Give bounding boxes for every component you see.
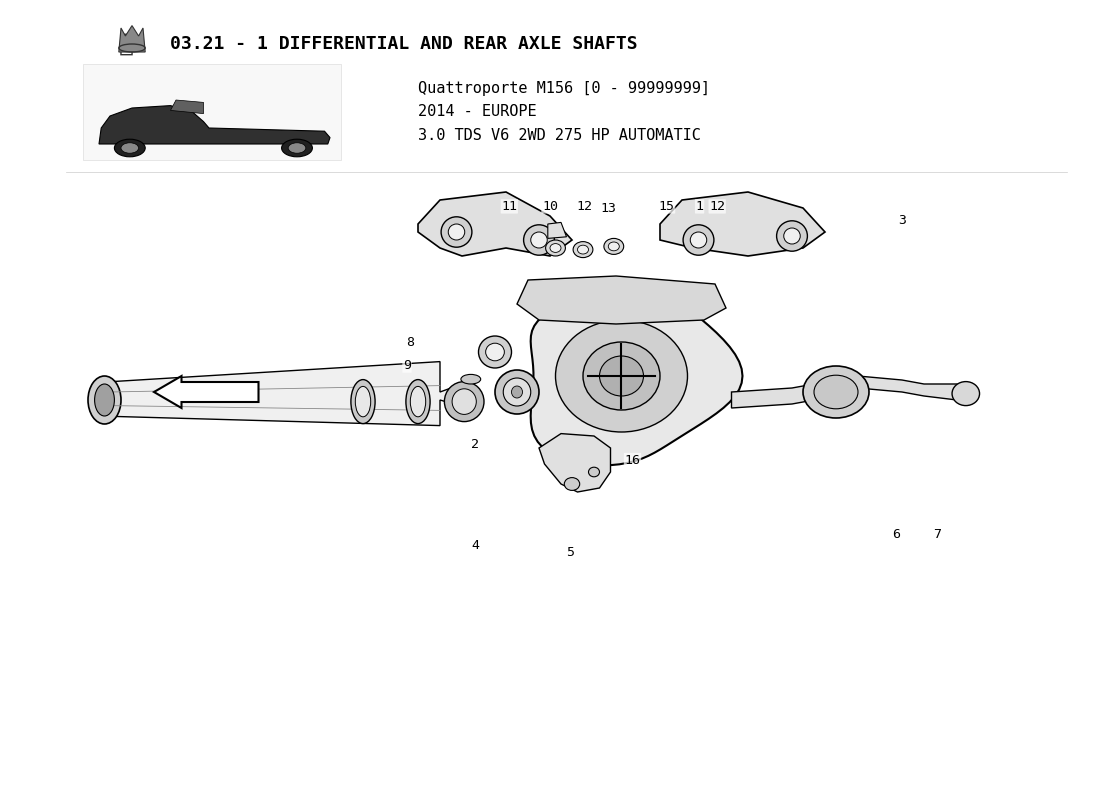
Text: 16: 16	[625, 454, 640, 466]
Text: 5: 5	[565, 546, 574, 558]
Polygon shape	[732, 376, 968, 408]
Ellipse shape	[578, 245, 588, 254]
FancyArrow shape	[154, 376, 258, 408]
Ellipse shape	[444, 382, 484, 422]
Ellipse shape	[355, 386, 371, 417]
Polygon shape	[660, 192, 825, 256]
Text: 9: 9	[403, 359, 411, 372]
Ellipse shape	[803, 366, 869, 418]
Text: 13: 13	[601, 202, 616, 214]
Ellipse shape	[88, 376, 121, 424]
Ellipse shape	[530, 232, 548, 248]
Text: 12: 12	[710, 200, 725, 213]
Text: 03.21 - 1 DIFFERENTIAL AND REAR AXLE SHAFTS: 03.21 - 1 DIFFERENTIAL AND REAR AXLE SHA…	[170, 35, 638, 53]
Ellipse shape	[114, 139, 145, 157]
Polygon shape	[548, 222, 566, 238]
Ellipse shape	[452, 389, 476, 414]
FancyBboxPatch shape	[82, 64, 341, 160]
Ellipse shape	[600, 356, 643, 396]
Ellipse shape	[524, 225, 554, 255]
Ellipse shape	[288, 142, 306, 154]
Polygon shape	[539, 434, 610, 492]
Text: Quattroporte M156 [0 - 99999999]: Quattroporte M156 [0 - 99999999]	[418, 81, 710, 95]
Ellipse shape	[121, 142, 139, 154]
Ellipse shape	[546, 240, 565, 256]
Polygon shape	[99, 106, 330, 144]
Text: 3.0 TDS V6 2WD 275 HP AUTOMATIC: 3.0 TDS V6 2WD 275 HP AUTOMATIC	[418, 129, 701, 143]
Ellipse shape	[478, 336, 512, 368]
Text: 12: 12	[576, 200, 592, 213]
Ellipse shape	[783, 228, 801, 244]
Text: 2: 2	[471, 438, 480, 450]
Ellipse shape	[588, 467, 600, 477]
Text: 6: 6	[892, 528, 901, 541]
Ellipse shape	[486, 343, 504, 361]
Ellipse shape	[952, 382, 979, 406]
Ellipse shape	[406, 380, 430, 424]
Ellipse shape	[683, 225, 714, 255]
Ellipse shape	[512, 386, 522, 398]
Ellipse shape	[556, 320, 688, 432]
Text: 8: 8	[406, 336, 415, 349]
Ellipse shape	[608, 242, 619, 251]
Text: 2014 - EUROPE: 2014 - EUROPE	[418, 105, 537, 119]
Ellipse shape	[282, 139, 312, 157]
Text: 10: 10	[542, 200, 558, 213]
Ellipse shape	[564, 478, 580, 490]
Text: 11: 11	[502, 200, 517, 213]
Text: 3: 3	[898, 214, 906, 226]
Text: 1: 1	[695, 200, 704, 213]
Polygon shape	[418, 192, 572, 256]
Ellipse shape	[814, 375, 858, 409]
Ellipse shape	[573, 242, 593, 258]
Ellipse shape	[604, 238, 624, 254]
Text: 4: 4	[471, 539, 480, 552]
Polygon shape	[517, 276, 726, 324]
Ellipse shape	[691, 232, 706, 248]
Ellipse shape	[504, 378, 530, 406]
Ellipse shape	[95, 384, 114, 416]
Ellipse shape	[583, 342, 660, 410]
Ellipse shape	[351, 380, 375, 424]
Text: 7: 7	[933, 528, 942, 541]
Ellipse shape	[495, 370, 539, 414]
Ellipse shape	[777, 221, 807, 251]
Ellipse shape	[550, 243, 561, 253]
Text: ⍓: ⍓	[119, 32, 134, 56]
Ellipse shape	[461, 374, 481, 384]
Polygon shape	[119, 26, 145, 52]
Ellipse shape	[441, 217, 472, 247]
Polygon shape	[99, 362, 462, 426]
Text: 15: 15	[659, 200, 674, 213]
Polygon shape	[530, 286, 742, 466]
Polygon shape	[170, 100, 204, 114]
Ellipse shape	[449, 224, 464, 240]
Ellipse shape	[410, 386, 426, 417]
